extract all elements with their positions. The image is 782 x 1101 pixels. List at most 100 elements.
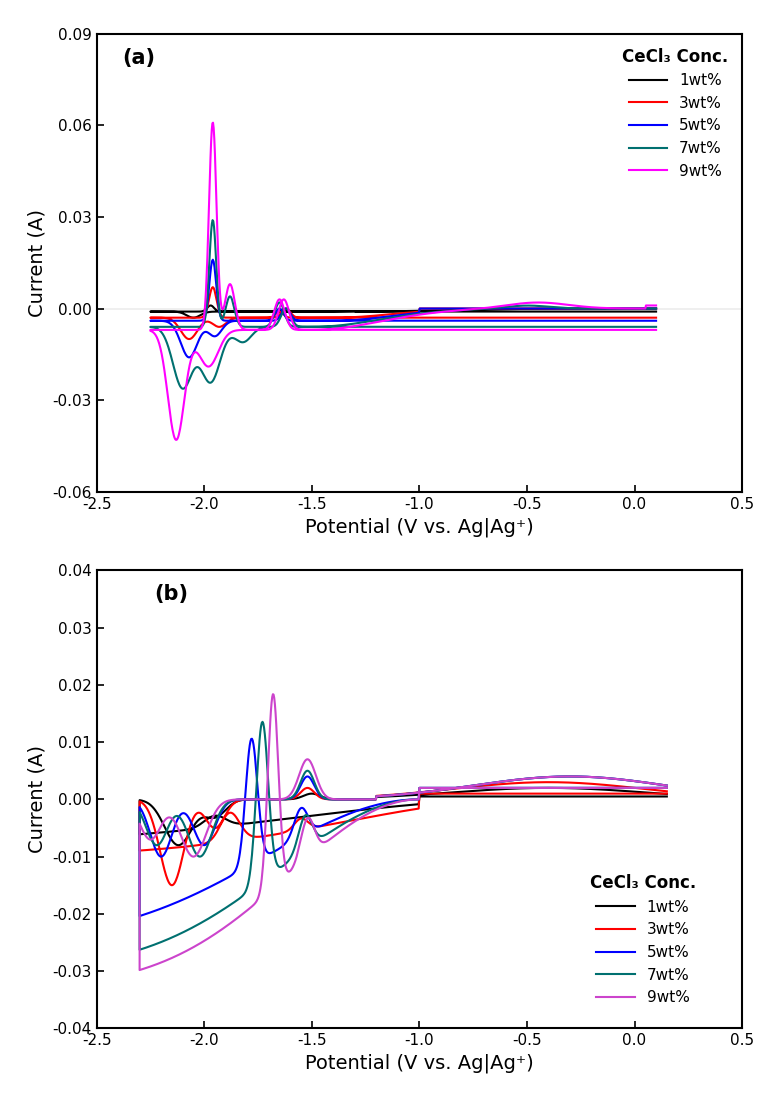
7wt% bbox=[299, 811, 308, 825]
9wt% bbox=[662, 782, 672, 795]
9wt% bbox=[651, 324, 661, 337]
3wt% bbox=[517, 312, 526, 325]
3wt% bbox=[543, 775, 553, 788]
3wt% bbox=[167, 879, 177, 892]
5wt% bbox=[310, 314, 320, 327]
5wt% bbox=[174, 895, 184, 908]
Line: 1wt%: 1wt% bbox=[140, 788, 667, 846]
5wt% bbox=[481, 314, 490, 327]
5wt% bbox=[208, 253, 217, 266]
Text: (a): (a) bbox=[123, 47, 156, 67]
3wt% bbox=[651, 302, 661, 315]
Text: (b): (b) bbox=[155, 585, 188, 604]
3wt% bbox=[194, 323, 203, 336]
3wt% bbox=[175, 840, 185, 853]
3wt% bbox=[662, 787, 672, 800]
1wt% bbox=[517, 305, 526, 318]
5wt% bbox=[299, 802, 308, 815]
Legend: 1wt%, 3wt%, 5wt%, 7wt%, 9wt%: 1wt%, 3wt%, 5wt%, 7wt%, 9wt% bbox=[616, 42, 734, 185]
9wt% bbox=[662, 778, 672, 792]
5wt% bbox=[517, 314, 526, 327]
1wt% bbox=[213, 304, 222, 317]
3wt% bbox=[185, 333, 194, 346]
Y-axis label: Current (A): Current (A) bbox=[28, 745, 47, 853]
9wt% bbox=[208, 116, 217, 129]
7wt% bbox=[651, 302, 661, 315]
7wt% bbox=[651, 320, 661, 334]
1wt% bbox=[172, 305, 181, 318]
Line: 5wt%: 5wt% bbox=[150, 260, 656, 358]
5wt% bbox=[651, 314, 661, 327]
7wt% bbox=[647, 777, 657, 791]
5wt% bbox=[162, 842, 171, 855]
5wt% bbox=[135, 909, 145, 923]
7wt% bbox=[303, 320, 312, 334]
9wt% bbox=[193, 324, 203, 337]
3wt% bbox=[407, 803, 416, 816]
9wt% bbox=[185, 942, 194, 956]
3wt% bbox=[208, 281, 217, 294]
9wt% bbox=[335, 793, 345, 806]
1wt% bbox=[160, 821, 170, 835]
1wt% bbox=[651, 302, 661, 315]
7wt% bbox=[183, 320, 192, 334]
7wt% bbox=[662, 778, 672, 792]
1wt% bbox=[206, 298, 215, 312]
5wt% bbox=[465, 780, 474, 793]
7wt% bbox=[208, 214, 217, 227]
1wt% bbox=[647, 786, 657, 799]
5wt% bbox=[407, 793, 416, 806]
3wt% bbox=[481, 312, 490, 325]
1wt% bbox=[174, 839, 183, 852]
5wt% bbox=[247, 732, 256, 745]
3wt% bbox=[172, 318, 181, 331]
X-axis label: Potential (V vs. Ag|Ag⁺): Potential (V vs. Ag|Ag⁺) bbox=[305, 517, 534, 536]
1wt% bbox=[481, 305, 490, 318]
3wt% bbox=[213, 295, 222, 308]
X-axis label: Potential (V vs. Ag|Ag⁺): Potential (V vs. Ag|Ag⁺) bbox=[305, 1054, 534, 1073]
Line: 7wt%: 7wt% bbox=[140, 722, 667, 950]
1wt% bbox=[299, 810, 308, 824]
5wt% bbox=[172, 326, 181, 339]
1wt% bbox=[464, 785, 473, 798]
5wt% bbox=[647, 777, 657, 791]
9wt% bbox=[158, 351, 167, 364]
3wt% bbox=[651, 312, 661, 325]
9wt% bbox=[473, 782, 482, 795]
7wt% bbox=[178, 382, 188, 395]
Legend: 1wt%, 3wt%, 5wt%, 7wt%, 9wt%: 1wt%, 3wt%, 5wt%, 7wt%, 9wt% bbox=[584, 868, 702, 1012]
Line: 5wt%: 5wt% bbox=[140, 739, 667, 916]
9wt% bbox=[148, 832, 157, 846]
7wt% bbox=[407, 793, 416, 806]
5wt% bbox=[662, 778, 672, 792]
Line: 3wt%: 3wt% bbox=[150, 287, 656, 339]
1wt% bbox=[662, 787, 672, 800]
5wt% bbox=[194, 335, 203, 348]
1wt% bbox=[543, 782, 553, 795]
5wt% bbox=[662, 782, 672, 795]
7wt% bbox=[258, 716, 267, 729]
9wt% bbox=[171, 434, 181, 447]
Line: 7wt%: 7wt% bbox=[150, 220, 656, 389]
3wt% bbox=[647, 783, 657, 796]
7wt% bbox=[662, 782, 672, 795]
3wt% bbox=[662, 785, 672, 798]
Line: 1wt%: 1wt% bbox=[150, 305, 656, 318]
5wt% bbox=[185, 351, 194, 364]
9wt% bbox=[135, 963, 145, 977]
9wt% bbox=[338, 321, 347, 335]
7wt% bbox=[406, 320, 415, 334]
5wt% bbox=[651, 302, 661, 315]
9wt% bbox=[596, 771, 605, 784]
9wt% bbox=[642, 782, 651, 795]
9wt% bbox=[470, 324, 479, 337]
1wt% bbox=[194, 309, 203, 323]
7wt% bbox=[462, 303, 472, 316]
1wt% bbox=[175, 825, 185, 838]
3wt% bbox=[160, 866, 170, 880]
9wt% bbox=[268, 688, 278, 701]
7wt% bbox=[637, 302, 647, 315]
7wt% bbox=[162, 824, 171, 837]
1wt% bbox=[651, 305, 661, 318]
1wt% bbox=[407, 798, 416, 811]
